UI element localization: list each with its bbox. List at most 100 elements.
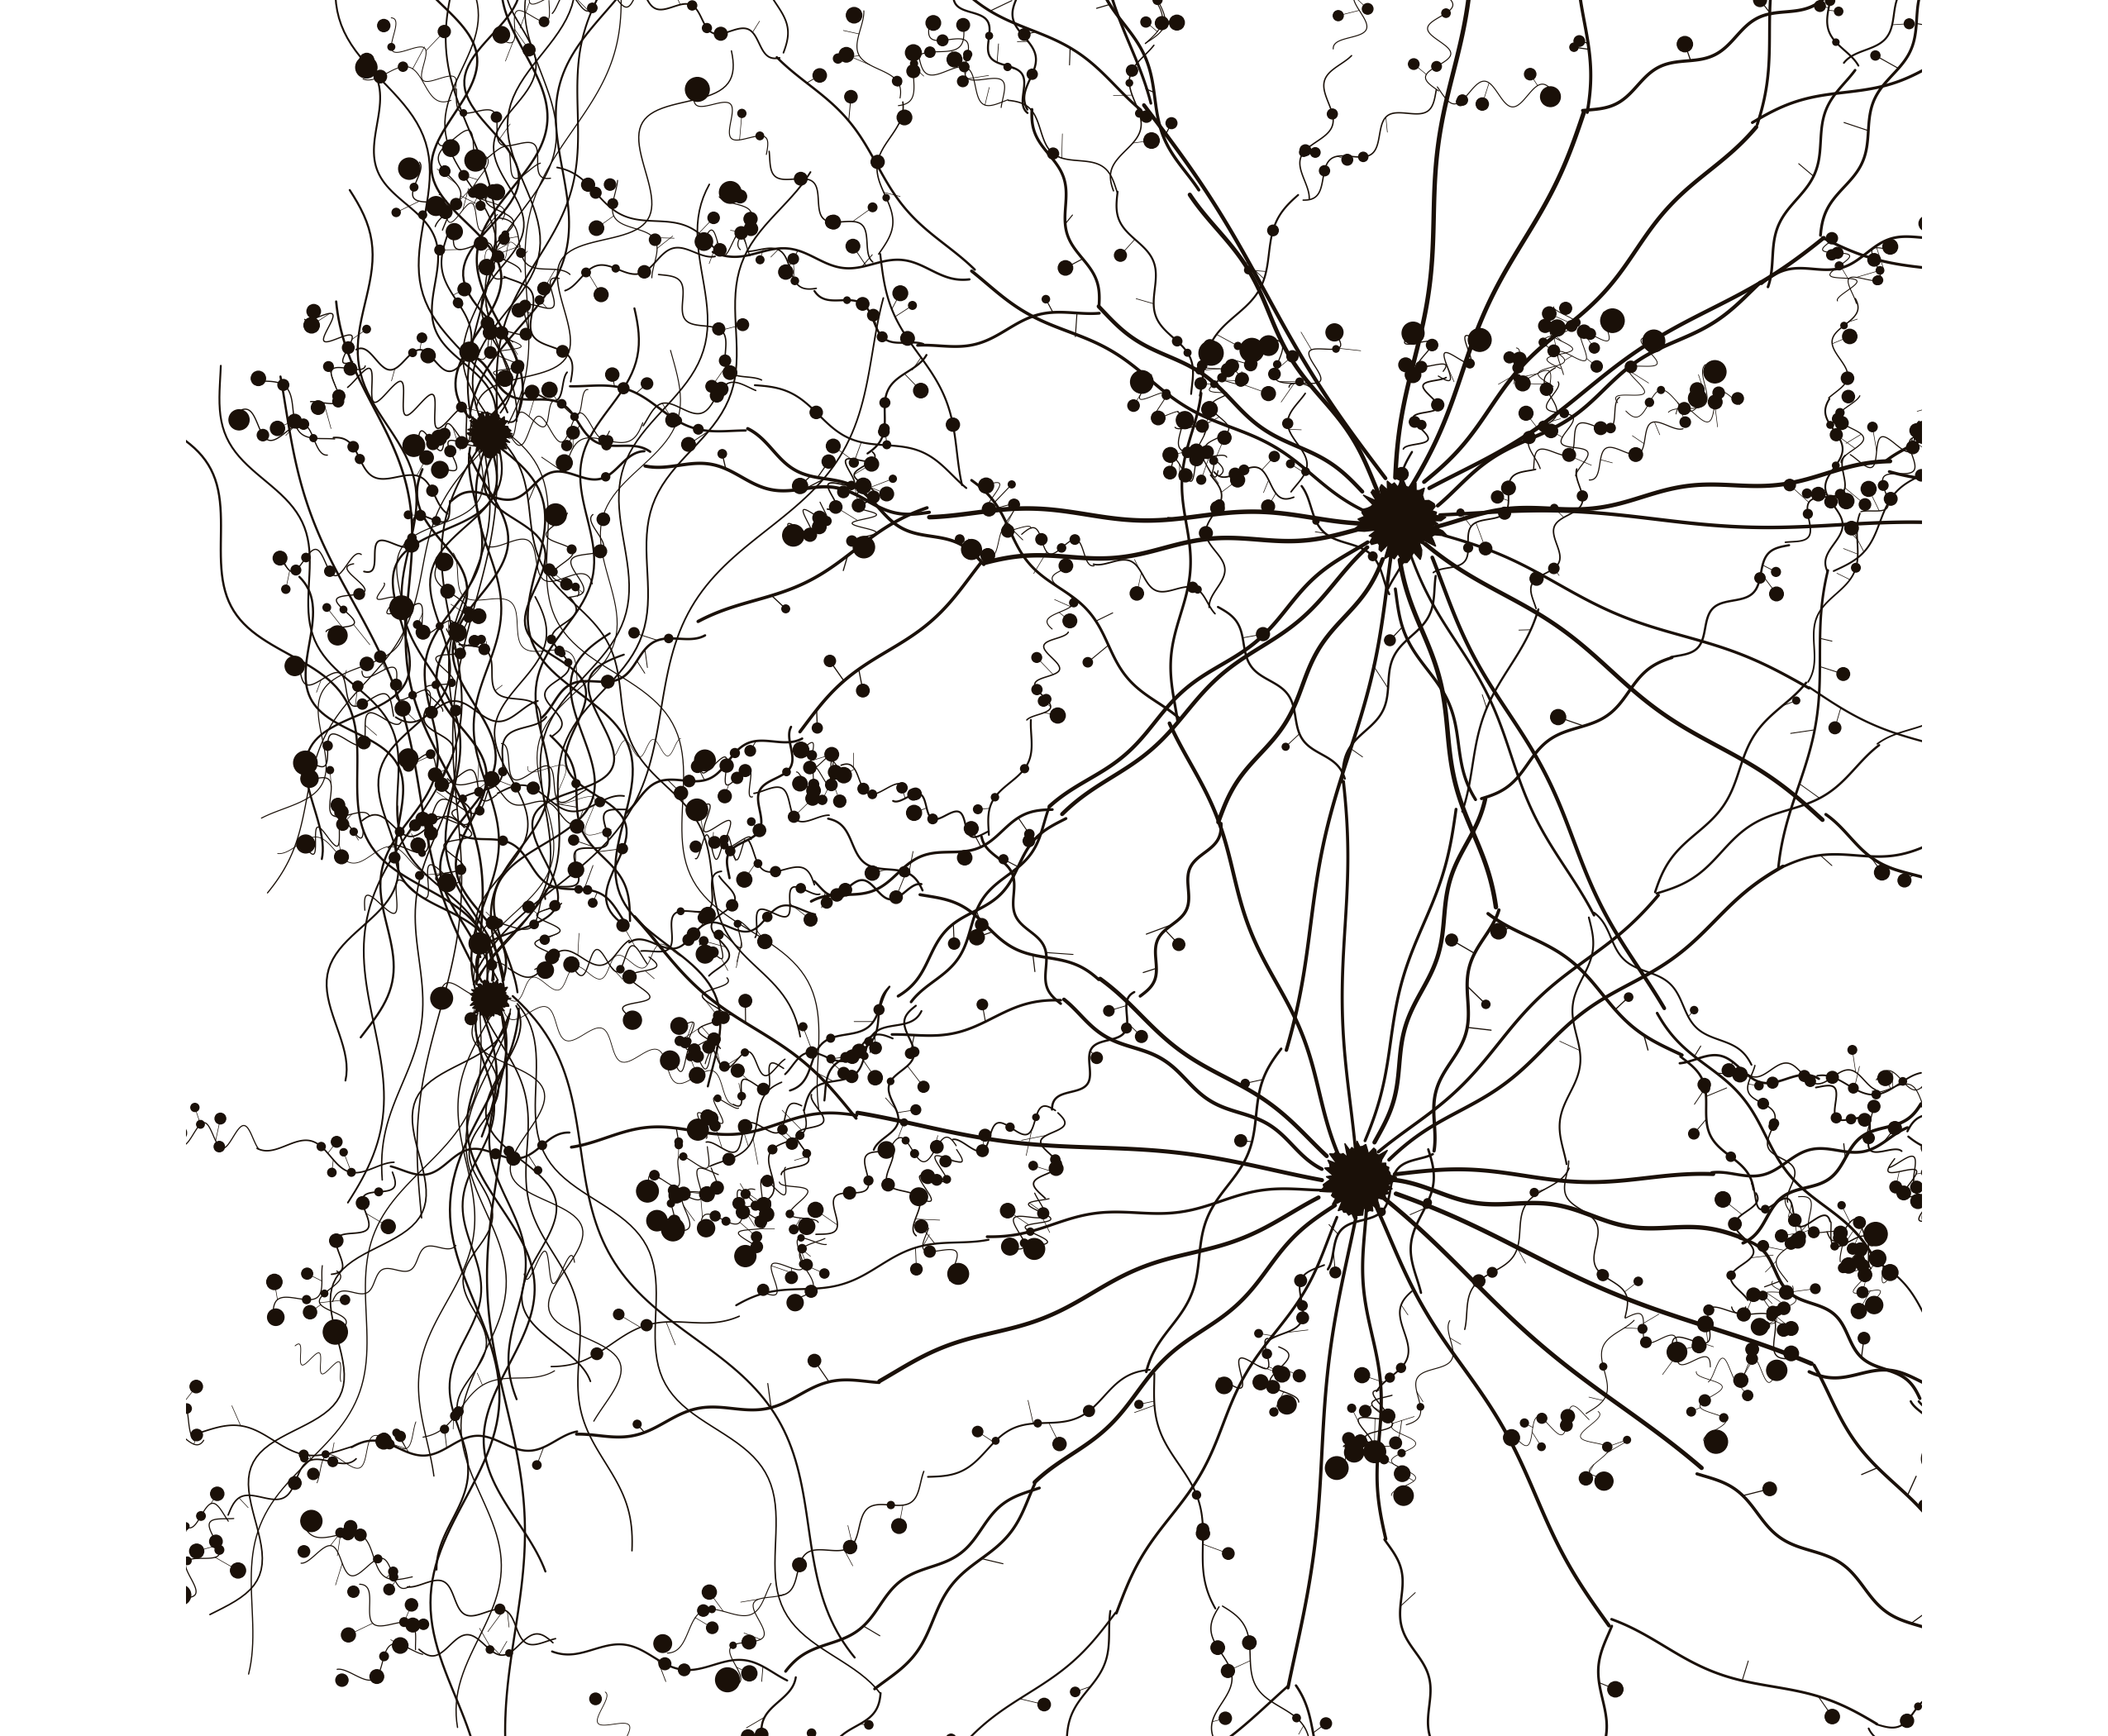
Circle shape	[721, 835, 727, 844]
Circle shape	[1326, 1457, 1349, 1479]
Circle shape	[291, 566, 301, 575]
Circle shape	[1261, 500, 1275, 512]
Circle shape	[814, 69, 826, 82]
Circle shape	[687, 927, 700, 941]
Circle shape	[1126, 80, 1132, 87]
Circle shape	[190, 1543, 204, 1559]
Circle shape	[1979, 1017, 1994, 1031]
Circle shape	[793, 776, 807, 792]
Circle shape	[373, 69, 386, 83]
Circle shape	[786, 1210, 793, 1217]
Circle shape	[731, 773, 742, 783]
Circle shape	[350, 828, 358, 835]
Circle shape	[900, 866, 909, 877]
Circle shape	[879, 427, 890, 437]
Circle shape	[1273, 1366, 1290, 1382]
Circle shape	[561, 441, 571, 451]
Circle shape	[320, 1290, 329, 1297]
Circle shape	[409, 691, 415, 700]
Circle shape	[799, 1245, 805, 1253]
Circle shape	[1020, 764, 1029, 773]
Circle shape	[356, 1196, 369, 1210]
Circle shape	[1958, 1364, 1969, 1375]
Circle shape	[1258, 335, 1277, 356]
Circle shape	[1183, 448, 1193, 458]
Circle shape	[809, 779, 818, 790]
Circle shape	[1084, 658, 1092, 667]
Circle shape	[1998, 674, 2007, 682]
Circle shape	[460, 795, 466, 802]
Circle shape	[460, 109, 466, 116]
Circle shape	[192, 1104, 198, 1111]
Circle shape	[1906, 441, 1918, 453]
Circle shape	[270, 422, 285, 436]
Circle shape	[1783, 1321, 1798, 1335]
Circle shape	[1299, 148, 1307, 156]
Circle shape	[1054, 1160, 1062, 1168]
Circle shape	[230, 1562, 247, 1578]
Circle shape	[590, 1347, 603, 1359]
Circle shape	[2051, 1618, 2066, 1634]
Circle shape	[1393, 1486, 1412, 1505]
Circle shape	[607, 198, 618, 208]
Circle shape	[356, 455, 365, 464]
Circle shape	[603, 436, 613, 446]
Circle shape	[308, 304, 320, 318]
Circle shape	[1828, 250, 1836, 260]
Circle shape	[1847, 1243, 1859, 1253]
Circle shape	[2034, 969, 2049, 983]
Circle shape	[297, 1545, 310, 1557]
Circle shape	[1745, 1344, 1758, 1356]
Circle shape	[925, 47, 936, 57]
Circle shape	[1946, 1437, 1954, 1446]
Circle shape	[1328, 109, 1336, 120]
Circle shape	[474, 236, 487, 250]
Circle shape	[2091, 160, 2104, 174]
Circle shape	[1720, 1413, 1729, 1422]
Circle shape	[2049, 481, 2057, 488]
Circle shape	[826, 215, 839, 229]
Circle shape	[1431, 61, 1442, 71]
Circle shape	[455, 437, 468, 448]
Circle shape	[2104, 89, 2108, 102]
Circle shape	[797, 1234, 805, 1241]
Circle shape	[856, 297, 868, 311]
Circle shape	[1868, 253, 1880, 266]
Circle shape	[571, 413, 578, 420]
Circle shape	[2064, 1568, 2074, 1576]
Circle shape	[738, 1092, 746, 1101]
Circle shape	[426, 196, 445, 215]
Circle shape	[405, 1599, 417, 1611]
Circle shape	[1549, 319, 1566, 337]
Circle shape	[1273, 361, 1282, 368]
Circle shape	[472, 184, 489, 200]
Circle shape	[708, 1035, 715, 1042]
Circle shape	[757, 255, 763, 264]
Circle shape	[1383, 1411, 1391, 1420]
Circle shape	[955, 535, 963, 543]
Circle shape	[2102, 524, 2108, 533]
Circle shape	[845, 90, 858, 102]
Circle shape	[963, 50, 972, 59]
Circle shape	[426, 823, 432, 830]
Circle shape	[525, 385, 540, 399]
Circle shape	[1769, 1121, 1777, 1130]
Circle shape	[911, 1187, 928, 1205]
Circle shape	[575, 885, 582, 892]
Circle shape	[753, 825, 765, 837]
Circle shape	[1136, 1031, 1147, 1043]
Circle shape	[2102, 514, 2108, 521]
Circle shape	[2089, 76, 2095, 83]
Circle shape	[455, 299, 464, 307]
Circle shape	[407, 1618, 419, 1632]
Circle shape	[1218, 431, 1231, 444]
Circle shape	[812, 722, 822, 733]
Circle shape	[460, 170, 468, 181]
Circle shape	[687, 1052, 694, 1061]
Circle shape	[1197, 1528, 1210, 1540]
Circle shape	[864, 1038, 873, 1045]
Circle shape	[1473, 1274, 1484, 1286]
Circle shape	[1863, 1132, 1874, 1144]
Circle shape	[618, 918, 628, 932]
Circle shape	[1939, 1483, 1948, 1489]
